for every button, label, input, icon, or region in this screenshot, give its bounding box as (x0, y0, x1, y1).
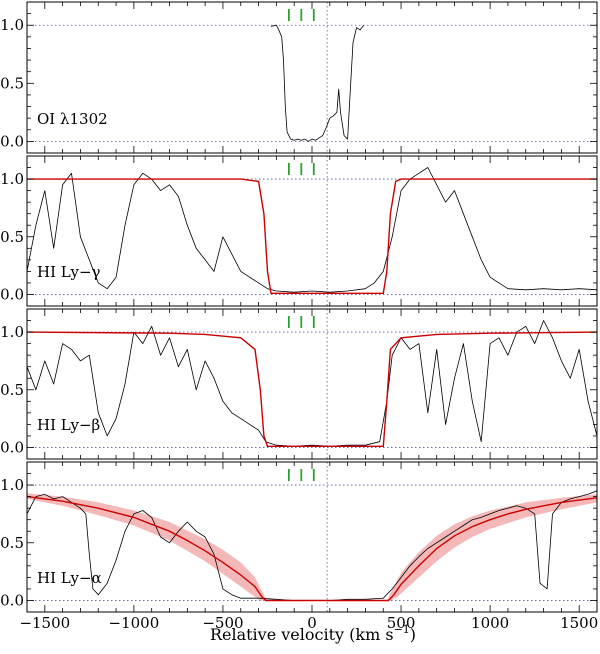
plot-area (27, 309, 597, 459)
panel-frame (26, 461, 598, 613)
model-fit-line (27, 495, 597, 602)
x-tick-labels: −1500 −1000 −500 0 500 1000 1500 (19, 614, 598, 632)
y-tick-label: 0.0 (0, 132, 24, 150)
y-tick-label: 0.0 (0, 591, 24, 609)
plot-area (27, 156, 597, 306)
panel-2: 0.0 0.5 1.0 HI Ly−γ (0, 155, 598, 307)
panel-label: HI Ly−α (37, 569, 102, 587)
x-tick-label: 1000 (471, 614, 509, 632)
x-axis-label-suffix: ) (410, 625, 416, 644)
model-uncertainty-band (27, 493, 597, 601)
x-tick-label: −1500 (19, 614, 70, 632)
model-fit-line (27, 331, 597, 447)
panel-frame (26, 308, 598, 460)
y-tick-label: 1.0 (0, 323, 24, 341)
spectrum-line (27, 320, 597, 447)
y-tick-label: 0.5 (0, 228, 24, 246)
panels: 0.0 0.5 1.0 OI λ1302 0.0 0.5 1.0 HI Ly−γ 0.0 0.5 1… (0, 1, 598, 613)
x-tick-label: 0 (307, 614, 317, 632)
x-axis-label: Relative velocity (km s−1) (210, 623, 416, 644)
y-tick-label: 0.5 (0, 534, 24, 552)
x-tick-label: −500 (202, 614, 243, 632)
spectrum-line (270, 24, 365, 142)
y-tick-label: 0.0 (0, 438, 24, 456)
panel-3: 0.0 0.5 1.0 HI Ly−β (0, 308, 598, 460)
x-axis-label-main: Relative velocity (km s (210, 625, 394, 644)
panel-4: 0.0 0.5 1.0 HI Ly−α (0, 461, 598, 613)
model-fit-line (27, 178, 597, 294)
y-tick-label: 0.0 (0, 285, 24, 303)
x-tick-label: −1000 (109, 614, 160, 632)
panel-label: HI Ly−β (37, 416, 100, 434)
plot-area (27, 2, 597, 153)
x-axis-label-exponent: −1 (394, 623, 410, 636)
y-tick-label: 1.0 (0, 170, 24, 188)
y-tick-label: 1.0 (0, 16, 24, 34)
panel-label: HI Ly−γ (37, 263, 101, 281)
y-tick-label: 1.0 (0, 476, 24, 494)
y-tick-label: 0.5 (0, 74, 24, 92)
panel-label: OI λ1302 (37, 110, 108, 128)
y-tick-label: 0.5 (0, 381, 24, 399)
panel-frame (26, 1, 598, 154)
panel-1: 0.0 0.5 1.0 OI λ1302 (0, 1, 598, 154)
plot-area (27, 462, 597, 612)
x-tick-label: 1500 (560, 614, 598, 632)
spectrum-line (27, 167, 597, 293)
x-tick-label: 500 (387, 614, 416, 632)
